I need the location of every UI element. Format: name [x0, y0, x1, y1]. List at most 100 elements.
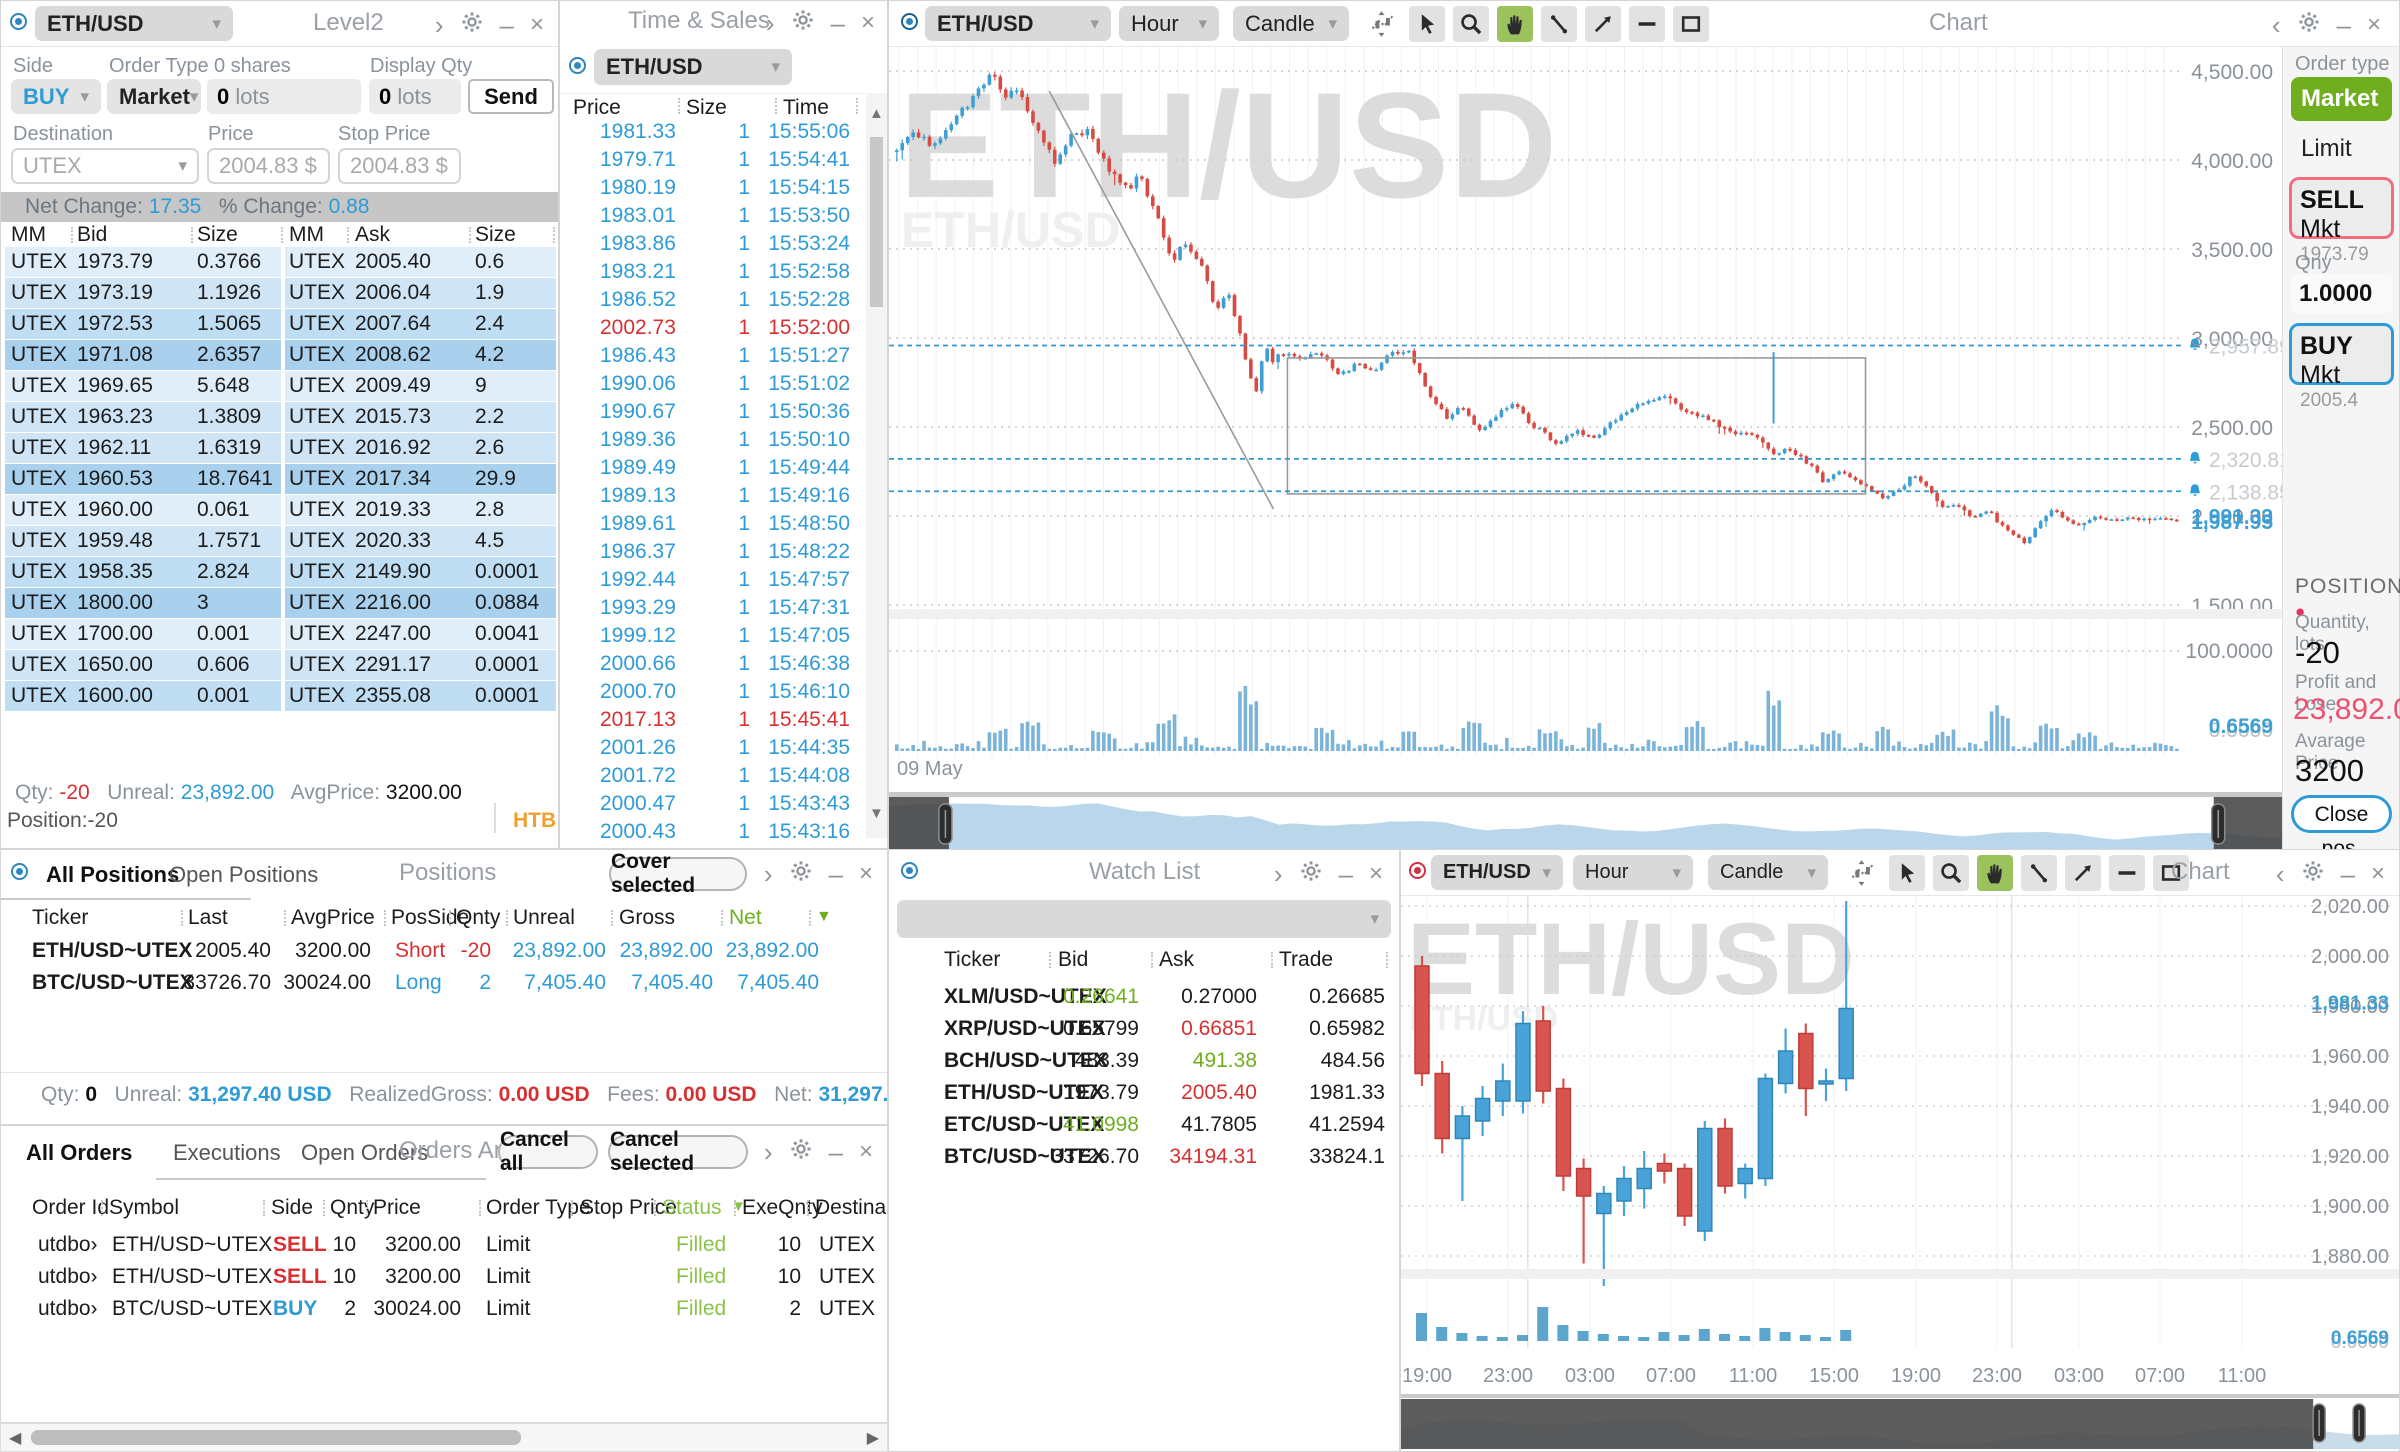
depth-ask-row[interactable]: UTEX 2020.33 4.5: [285, 526, 556, 556]
tns-row[interactable]: 2000.43 1 15:43:16: [560, 819, 865, 846]
close-icon[interactable]: ×: [1368, 859, 1383, 887]
display-qty-input[interactable]: 0 lots: [369, 79, 461, 114]
symbol-select[interactable]: ETH/USD ▾: [925, 6, 1111, 41]
depth-bid-row[interactable]: UTEX 1959.48 1.7571: [5, 526, 281, 556]
trendline-tool-icon[interactable]: [1541, 6, 1577, 42]
close-icon[interactable]: ×: [2366, 10, 2381, 38]
watchlist-row[interactable]: ETC/USD~UTEX 41.0998 41.7805 41.2594: [889, 1110, 1399, 1142]
tns-row[interactable]: 1990.06 1 15:51:02: [560, 371, 865, 399]
order-row[interactable]: utdbo› ETH/USD~UTEX SELL 10 3200.00 Limit Fill…: [1, 1262, 887, 1294]
tab-open-positions[interactable]: Open Positions: [169, 862, 319, 887]
link-radio[interactable]: [901, 13, 918, 30]
pan-hand-icon[interactable]: [1977, 855, 2013, 891]
tns-row[interactable]: 1989.36 1 15:50:10: [560, 427, 865, 455]
close-icon[interactable]: ×: [860, 8, 875, 36]
gear-icon[interactable]: [1299, 859, 1323, 888]
close-icon[interactable]: ×: [529, 10, 544, 38]
watchlist-row[interactable]: XLM/USD~UTEX 0.26641 0.27000 0.26685: [889, 982, 1399, 1014]
tns-row[interactable]: 2017.13 1 15:45:41: [560, 707, 865, 735]
depth-bid-row[interactable]: UTEX 1800.00 3: [5, 588, 281, 618]
tns-row[interactable]: 1989.61 1 15:48:50: [560, 511, 865, 539]
minimize-icon[interactable]: –: [830, 7, 845, 38]
cursor-icon[interactable]: [1409, 6, 1445, 42]
cursor-icon[interactable]: [1889, 855, 1925, 891]
scroll-right-icon[interactable]: ▶: [866, 1430, 879, 1447]
scroll-thumb[interactable]: [31, 1430, 521, 1445]
link-radio[interactable]: [901, 862, 918, 879]
send-button[interactable]: Send: [468, 79, 554, 114]
tns-row[interactable]: 1979.71 1 15:54:41: [560, 147, 865, 175]
depth-bid-row[interactable]: UTEX 1700.00 0.001: [5, 619, 281, 649]
tns-row[interactable]: 1999.12 1 15:47:05: [560, 623, 865, 651]
secondary-price-chart[interactable]: ETH/USDETH/USD2,020.002,000.001,980.001,…: [1401, 896, 2399, 1451]
horizontal-line-tool-icon[interactable]: [2109, 855, 2145, 891]
limit-option[interactable]: Limit: [2301, 135, 2352, 162]
gear-icon[interactable]: [2297, 10, 2321, 39]
expand-icon[interactable]: ›: [1273, 858, 1283, 889]
depth-ask-row[interactable]: UTEX 2007.64 2.4: [285, 309, 556, 339]
position-row[interactable]: BTC/USD~UTEX 33726.70 30024.00 Long 2 7,405.4…: [1, 968, 887, 1000]
depth-bid-row[interactable]: UTEX 1971.08 2.6357: [5, 340, 281, 370]
scroll-up-icon[interactable]: ▲: [869, 105, 884, 122]
tns-row[interactable]: 1993.29 1 15:47:31: [560, 595, 865, 623]
collapse-icon[interactable]: ‹: [2271, 9, 2281, 40]
depth-bid-row[interactable]: UTEX 1600.00 0.001: [5, 681, 281, 711]
depth-ask-row[interactable]: UTEX 2008.62 4.2: [285, 340, 556, 370]
scroll-thumb[interactable]: [870, 137, 883, 307]
link-radio[interactable]: [569, 57, 586, 74]
watchlist-row[interactable]: BCH/USD~UTEX 483.39 491.38 484.56: [889, 1046, 1399, 1078]
minimize-icon[interactable]: –: [2336, 9, 2351, 40]
tns-row[interactable]: 1990.67 1 15:50:36: [560, 399, 865, 427]
scroll-down-icon[interactable]: ▼: [869, 805, 884, 822]
tns-row[interactable]: 2000.70 1 15:46:10: [560, 679, 865, 707]
tns-row[interactable]: 2000.66 1 15:46:38: [560, 651, 865, 679]
depth-bid-row[interactable]: UTEX 1958.35 2.824: [5, 557, 281, 587]
depth-ask-row[interactable]: UTEX 2291.17 0.0001: [285, 650, 556, 680]
order-row[interactable]: utdbo› ETH/USD~UTEX SELL 10 3200.00 Limit Fill…: [1, 1230, 887, 1262]
horizontal-scrollbar[interactable]: ◀ ▶: [0, 1423, 888, 1452]
tns-row[interactable]: 1981.33 1 15:55:06: [560, 119, 865, 147]
watchlist-row[interactable]: BTC/USD~UTEX 33726.70 34194.31 33824.1: [889, 1142, 1399, 1174]
depth-ask-row[interactable]: UTEX 2015.73 2.2: [285, 402, 556, 432]
link-radio[interactable]: [11, 863, 28, 880]
stop-price-input[interactable]: 2004.83 $: [338, 148, 461, 184]
depth-bid-row[interactable]: UTEX 1973.19 1.1926: [5, 278, 281, 308]
close-icon[interactable]: ×: [2370, 859, 2385, 887]
tns-row[interactable]: 2002.73 1 15:52:00: [560, 315, 865, 343]
buy-market-button[interactable]: BUY Mkt 2005.4: [2289, 323, 2394, 411]
depth-bid-row[interactable]: UTEX 1960.00 0.061: [5, 495, 281, 525]
depth-ask-row[interactable]: UTEX 2005.40 0.6: [285, 247, 556, 277]
destination-select[interactable]: UTEX ▾: [11, 148, 199, 184]
depth-bid-row[interactable]: UTEX 1973.79 0.3766: [5, 247, 281, 277]
symbol-select[interactable]: ETH/USD ▾: [594, 49, 792, 85]
chart-style-select[interactable]: Candle ▾: [1233, 6, 1349, 41]
minimize-icon[interactable]: –: [499, 9, 514, 40]
zoom-icon[interactable]: [1453, 6, 1489, 42]
depth-bid-row[interactable]: UTEX 1960.53 18.7641: [5, 464, 281, 494]
tns-row[interactable]: 1983.86 1 15:53:24: [560, 231, 865, 259]
quantity-input[interactable]: 0 lots: [207, 79, 361, 114]
tns-scrollbar[interactable]: ▲ ▼: [866, 93, 887, 838]
rectangle-tool-icon[interactable]: [2153, 855, 2189, 891]
depth-ask-row[interactable]: UTEX 2017.34 29.9: [285, 464, 556, 494]
minimize-icon[interactable]: –: [828, 1136, 843, 1167]
qny-input[interactable]: 1.0000: [2291, 275, 2392, 313]
gear-icon[interactable]: [460, 10, 484, 39]
minimize-icon[interactable]: –: [1338, 858, 1353, 889]
depth-bid-row[interactable]: UTEX 1650.00 0.606: [5, 650, 281, 680]
tab-all-orders[interactable]: All Orders: [26, 1140, 133, 1165]
horizontal-line-tool-icon[interactable]: [1629, 6, 1665, 42]
expand-icon[interactable]: ›: [765, 7, 775, 38]
depth-bid-row[interactable]: UTEX 1969.65 5.648: [5, 371, 281, 401]
close-position-button[interactable]: Close pos.: [2291, 795, 2392, 860]
scroll-left-icon[interactable]: ◀: [9, 1430, 22, 1447]
order-row[interactable]: utdbo› BTC/USD~UTEX BUY 2 30024.00 Limit Fille…: [1, 1294, 887, 1326]
timeframe-select[interactable]: Hour ▾: [1573, 855, 1693, 890]
position-row[interactable]: ETH/USD~UTEX 2005.40 3200.00 Short -20 23,892…: [1, 936, 887, 968]
tab-all-positions[interactable]: All Positions: [46, 862, 180, 887]
tns-row[interactable]: 2001.72 1 15:44:08: [560, 763, 865, 791]
cancel-selected-button[interactable]: Cancel selected: [608, 1128, 748, 1175]
link-radio[interactable]: [10, 13, 27, 30]
close-icon[interactable]: ×: [858, 859, 873, 887]
rectangle-tool-icon[interactable]: [1673, 6, 1709, 42]
